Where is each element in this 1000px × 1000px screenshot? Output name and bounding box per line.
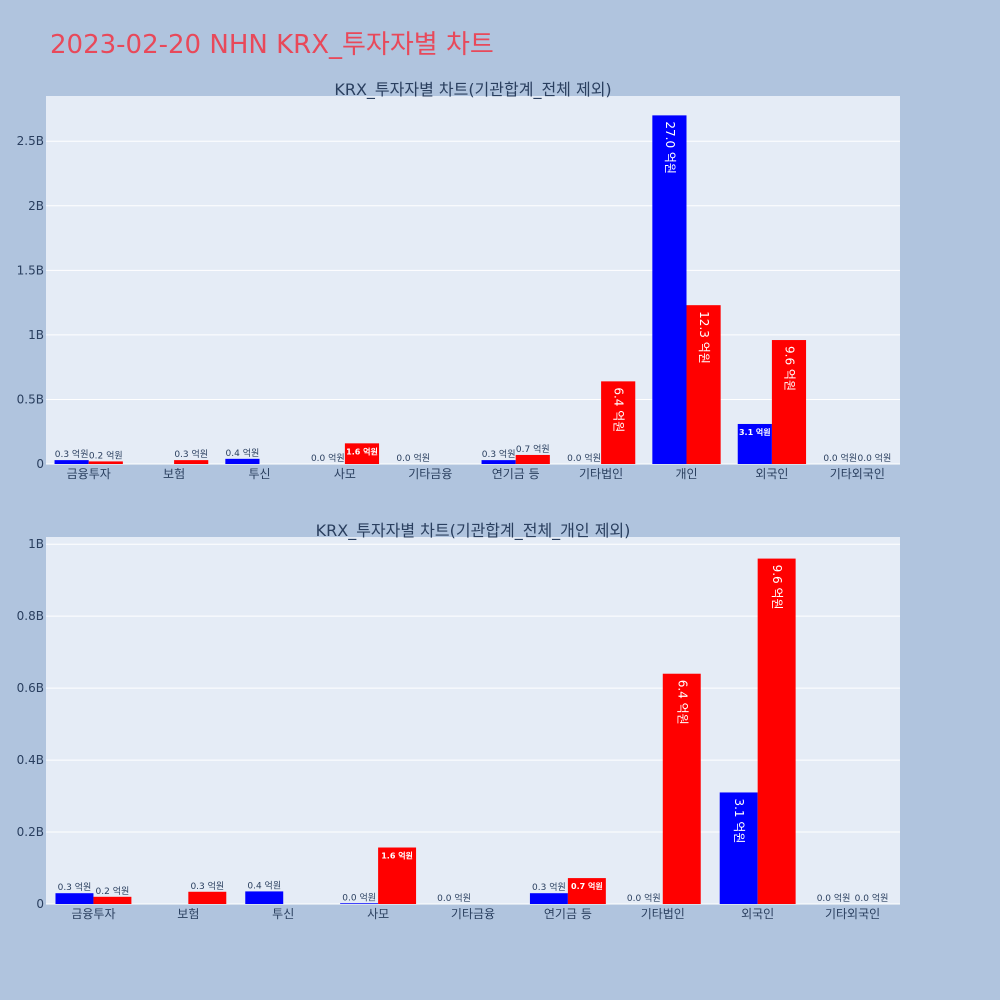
y-tick-label: 0.4B [17, 753, 44, 767]
x-tick-label: 외국인 [755, 467, 788, 481]
data-label: 0.7 억원 [571, 881, 603, 891]
bar [93, 896, 132, 904]
bar [515, 454, 550, 464]
bar [771, 340, 807, 464]
bar [55, 893, 94, 904]
bar [188, 891, 227, 904]
x-tick-label: 보험 [177, 907, 199, 921]
x-tick-label: 금융투자 [67, 467, 111, 481]
data-label: 0.4 억원 [226, 447, 260, 459]
data-label: 0.4 억원 [247, 879, 281, 891]
data-label: 1.6 억원 [346, 446, 378, 456]
x-tick-label: 기타외국인 [825, 907, 880, 921]
data-label: 0.0 억원 [567, 452, 601, 464]
bar [686, 305, 721, 464]
bar [378, 847, 417, 904]
bar [567, 878, 606, 904]
x-tick-label: 사모 [334, 467, 356, 481]
x-tick-label: 외국인 [741, 907, 774, 921]
x-tick-label: 기타외국인 [830, 467, 885, 481]
bar [344, 443, 380, 464]
data-label: 0.3 억원 [482, 448, 516, 460]
data-label: 0.0 억원 [311, 452, 345, 464]
x-tick-label: 연기금 등 [492, 467, 540, 481]
page-title: 2023-02-20 NHN KRX_투자자별 차트 [50, 30, 494, 60]
y-tick-label: 2B [28, 199, 44, 213]
bar [174, 460, 209, 464]
y-tick-label: 0.5B [17, 392, 44, 406]
data-label: 0.0 억원 [823, 452, 857, 464]
x-tick-label: 기타법인 [641, 907, 685, 921]
bar [54, 460, 89, 464]
data-label: 0.0 억원 [858, 452, 892, 464]
bar [601, 381, 636, 464]
data-label: 0.0 억원 [396, 452, 430, 464]
data-label: 6.4 억원 [675, 680, 689, 725]
data-label: 0.3 억원 [532, 881, 566, 893]
x-tick-label: 사모 [367, 907, 389, 921]
bar [88, 461, 123, 464]
bar [737, 423, 772, 464]
y-tick-label: 0 [36, 897, 44, 911]
data-label: 0.0 억원 [342, 891, 376, 903]
bar [481, 460, 516, 464]
chart-title: KRX_투자자별 차트(기관합계_전체 제외) [334, 80, 611, 100]
data-label: 3.1 억원 [732, 798, 746, 843]
y-tick-label: 0.8B [17, 609, 44, 623]
x-tick-label: 금융투자 [71, 907, 115, 921]
y-tick-label: 1.5B [17, 263, 44, 277]
y-tick-label: 2.5B [17, 134, 44, 148]
data-label: 0.0 억원 [627, 892, 661, 904]
x-tick-label: 연기금 등 [544, 907, 592, 921]
x-tick-label: 보험 [163, 467, 185, 481]
bar [662, 673, 701, 904]
x-tick-label: 기타금융 [451, 907, 495, 921]
bar [719, 792, 758, 904]
chart-bottom: 0 0.2B 0.4B 0.6B 0.8B 1B KRX_투자자별 차트(기관합계_전체_개… [17, 521, 900, 921]
plot-area [46, 96, 900, 464]
data-label: 9.6 억원 [770, 565, 784, 610]
bar [652, 115, 687, 465]
x-tick-label: 개인 [675, 467, 697, 481]
data-label: 0.3 억원 [55, 448, 89, 460]
y-tick-label: 1B [28, 328, 44, 342]
bar [340, 903, 379, 904]
y-tick-label: 1B [28, 537, 44, 551]
data-label: 6.4 억원 [612, 387, 626, 432]
bar [529, 893, 568, 904]
x-tick-label: 기타법인 [579, 467, 623, 481]
data-label: 3.1 억원 [739, 427, 771, 437]
data-label: 9.6 억원 [782, 346, 796, 391]
data-label: 0.0 억원 [855, 892, 889, 904]
bar [245, 891, 284, 904]
y-tick-label: 0.2B [17, 825, 44, 839]
data-label: 0.3 억원 [58, 881, 92, 893]
data-label: 0.7 억원 [516, 443, 550, 455]
y-tick-label: 0 [36, 457, 44, 471]
data-label: 0.2 억원 [89, 449, 123, 461]
data-label: 0.0 억원 [437, 892, 471, 904]
data-label: 0.0 억원 [817, 892, 851, 904]
x-tick-label: 투신 [272, 907, 294, 921]
data-label: 0.3 억원 [174, 448, 208, 460]
chart-title: KRX_투자자별 차트(기관합계_전체_개인 제외) [316, 521, 631, 541]
data-label: 27.0 억원 [663, 121, 677, 174]
bar [225, 458, 260, 464]
data-label: 0.3 억원 [190, 880, 224, 892]
data-label: 1.6 억원 [381, 851, 413, 861]
data-label: 12.3 억원 [697, 311, 711, 364]
y-tick-label: 0.6B [17, 681, 44, 695]
x-tick-label: 기타금융 [408, 467, 452, 481]
x-tick-label: 투신 [248, 467, 270, 481]
bar [757, 558, 796, 904]
chart-top: 0 0.5B 1B 1.5B 2B 2.5B KRX_투자자별 차트(기관합계_전체 제외)… [17, 80, 900, 481]
data-label: 0.2 억원 [96, 885, 130, 897]
